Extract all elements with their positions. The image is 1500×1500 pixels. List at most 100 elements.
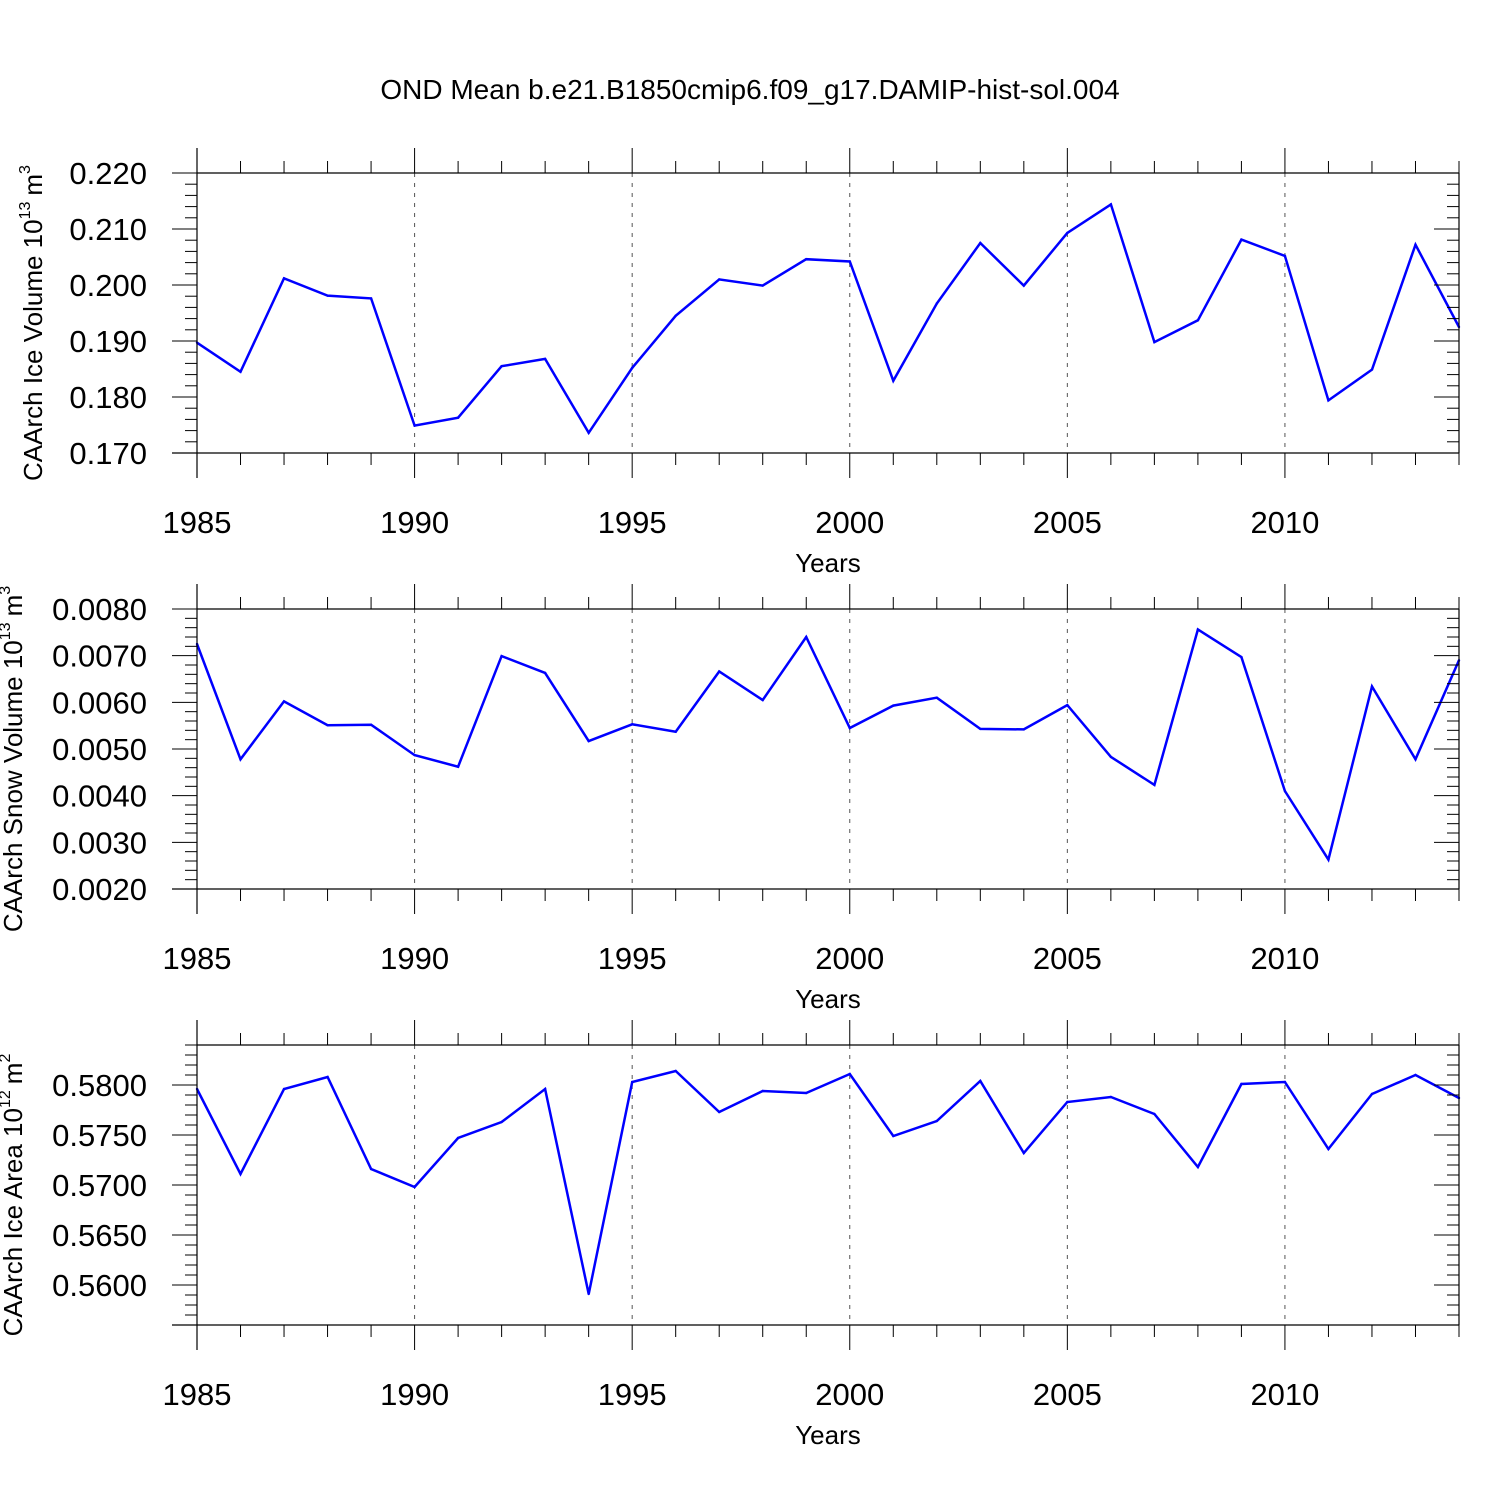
y-axis-label-unit-exponent: 3 <box>0 586 14 595</box>
y-tick-label: 0.190 <box>69 324 147 359</box>
data-point <box>1370 368 1374 371</box>
y-axis-label-exponent: 12 <box>0 1090 14 1108</box>
y-tick-label: 0.0060 <box>52 685 147 720</box>
x-tick-label: 1990 <box>380 941 449 976</box>
data-point <box>1196 319 1200 322</box>
y-tick-label: 0.0080 <box>52 592 147 627</box>
data-point <box>1109 755 1113 759</box>
y-axis-label: CAArch Ice Area 1012 m2 <box>0 1054 28 1337</box>
data-point <box>1066 1100 1069 1104</box>
data-point <box>674 730 677 733</box>
data-point <box>1414 1073 1417 1077</box>
data-point <box>1283 1080 1287 1084</box>
data-point <box>761 698 764 702</box>
data-point <box>892 1134 895 1138</box>
x-tick-label: 1990 <box>380 1377 449 1412</box>
data-point <box>326 1075 329 1079</box>
data-point <box>1153 783 1156 787</box>
data-point <box>848 1072 851 1076</box>
data-point <box>630 1080 634 1084</box>
x-tick-label: 2000 <box>815 941 884 976</box>
data-series-line <box>195 627 1461 863</box>
data-point <box>935 696 938 699</box>
data-point <box>239 758 242 761</box>
data-point <box>979 1079 982 1083</box>
x-tick-label: 1995 <box>598 941 667 976</box>
data-point <box>587 1292 590 1296</box>
x-axis-label: Years <box>795 548 861 578</box>
data-point <box>1153 1112 1156 1116</box>
data-point <box>413 1185 416 1189</box>
y-tick-label: 0.5650 <box>52 1218 147 1253</box>
data-point <box>805 1091 808 1095</box>
data-point <box>1370 685 1374 688</box>
data-point <box>413 753 416 757</box>
data-point <box>326 294 329 297</box>
data-point <box>1153 340 1156 344</box>
data-point <box>630 366 634 370</box>
data-point <box>718 670 721 673</box>
x-tick-label: 1985 <box>163 505 232 540</box>
data-point <box>369 1167 373 1171</box>
y-tick-label: 0.200 <box>69 268 147 303</box>
y-tick-label: 0.0070 <box>52 639 147 674</box>
data-point <box>805 635 808 639</box>
data-point <box>848 726 851 730</box>
x-tick-label: 1985 <box>163 1377 232 1412</box>
x-tick-label: 1995 <box>598 505 667 540</box>
x-tick-label: 2000 <box>815 505 884 540</box>
data-point <box>1240 655 1243 659</box>
data-point <box>892 704 895 707</box>
data-point <box>239 1172 242 1176</box>
data-point <box>935 302 938 305</box>
data-point <box>1327 399 1330 402</box>
data-point <box>543 671 547 675</box>
y-tick-label: 0.180 <box>69 380 147 415</box>
data-point <box>1370 1092 1374 1096</box>
data-point <box>500 654 503 658</box>
y-tick-label: 0.0040 <box>52 779 147 814</box>
y-axis-label-main: CAArch Snow Volume 10 <box>0 640 28 932</box>
data-point <box>1109 1095 1113 1099</box>
x-tick-label: 1990 <box>380 505 449 540</box>
data-point <box>718 1110 721 1114</box>
y-axis-label-unit: m <box>0 595 28 617</box>
data-point <box>282 1087 286 1091</box>
chart-panels: 1985 1990 1995 2000 2005 2010 0.170 0.180 0.190 0… <box>0 148 1461 1450</box>
data-point <box>674 314 677 317</box>
data-point <box>935 1119 938 1123</box>
data-point <box>456 765 460 768</box>
y-tick-label: 0.170 <box>69 436 147 471</box>
data-point <box>1327 858 1330 861</box>
y-tick-label: 0.0050 <box>52 732 147 767</box>
x-tick-label: 2005 <box>1033 941 1102 976</box>
data-point <box>674 1069 677 1073</box>
x-tick-label: 2000 <box>815 1377 884 1412</box>
x-tick-label: 2010 <box>1250 941 1319 976</box>
data-point <box>1240 238 1243 241</box>
x-tick-label: 1985 <box>163 941 232 976</box>
y-tick-label: 0.5700 <box>52 1168 147 1203</box>
data-point <box>1022 284 1026 287</box>
data-point <box>500 1120 503 1124</box>
data-point <box>1022 728 1026 731</box>
data-point <box>848 260 851 263</box>
y-axis-label: CAArch Ice Volume 1013 m3 <box>17 165 48 481</box>
y-axis-label-unit: m <box>18 174 48 196</box>
y-axis-label-unit-exponent: 2 <box>0 1054 14 1063</box>
data-point <box>761 1089 764 1093</box>
data-point <box>630 723 634 726</box>
y-tick-label: 0.5600 <box>52 1268 147 1303</box>
x-axis-label: Years <box>795 1420 861 1450</box>
y-axis-label-unit: m <box>0 1063 28 1085</box>
y-axis-label-unit-exponent: 3 <box>17 165 34 174</box>
data-point <box>282 700 286 703</box>
data-point <box>369 297 373 300</box>
y-tick-label: 0.210 <box>69 212 147 247</box>
x-tick-label: 2005 <box>1033 505 1102 540</box>
data-point <box>456 416 460 419</box>
y-tick-label: 0.5800 <box>52 1068 147 1103</box>
chart-panel-2: 1985 1990 1995 2000 2005 2010 0.0020 0.0030 0.00… <box>0 584 1461 1014</box>
data-point <box>1283 789 1287 793</box>
